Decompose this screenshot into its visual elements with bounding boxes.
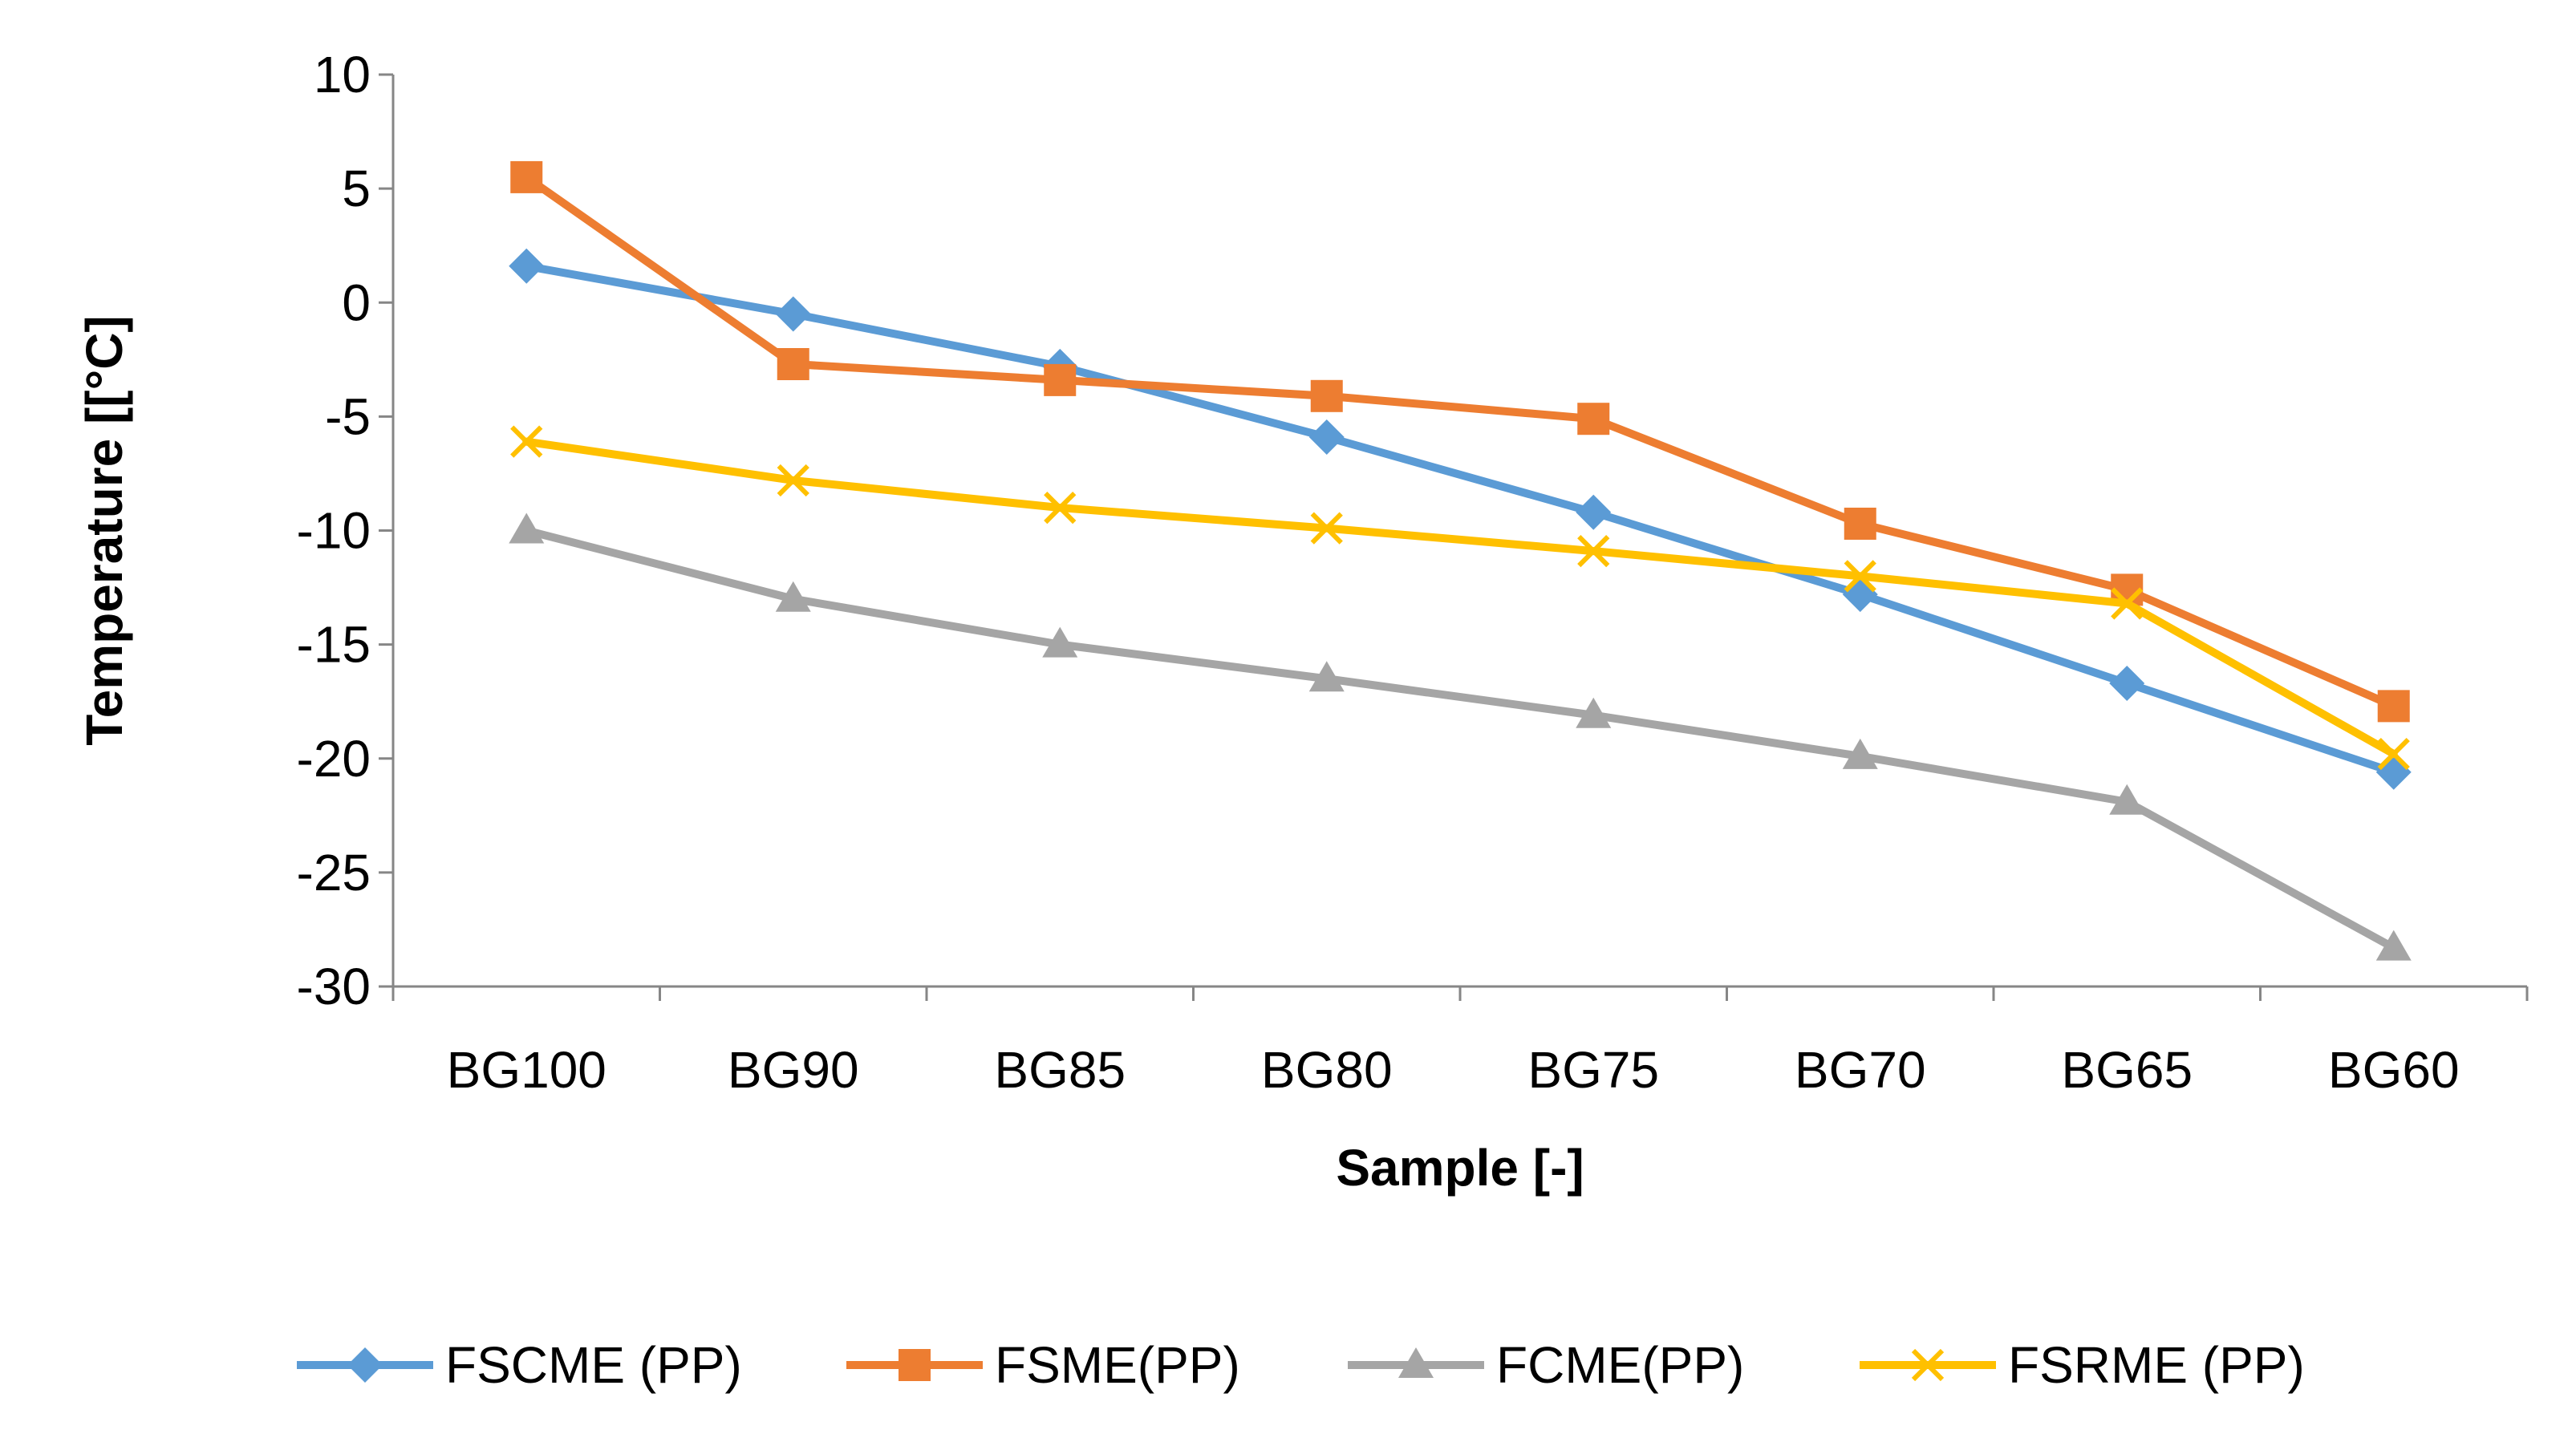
data-point-stroke <box>1310 512 1343 545</box>
data-point <box>2375 754 2412 790</box>
series-3 <box>509 512 2412 961</box>
legend-label: FSCME (PP) <box>445 1336 742 1394</box>
legend-marker <box>1398 1347 1434 1378</box>
y-tick-label: 5 <box>342 160 371 217</box>
legend-item: FSCME (PP) <box>297 1336 742 1394</box>
x-axis-ticks: BG100 BG90 BG85 BG80 BG75 BG70 BG65 BG60 <box>391 986 2529 1099</box>
data-point <box>775 581 811 612</box>
y-axis-title: Temperature [[°C] <box>75 315 133 745</box>
legend-marker <box>1911 1348 1945 1382</box>
data-point <box>1044 491 1077 525</box>
y-tick-label: -20 <box>297 730 371 788</box>
legend-marker-stroke <box>1911 1348 1945 1382</box>
data-point-stroke <box>777 464 809 497</box>
y-tick-label: 0 <box>342 273 371 331</box>
series-layer <box>509 160 2412 961</box>
x-tick-label: BG80 <box>1261 1041 1393 1099</box>
data-point <box>510 425 543 458</box>
data-point <box>1310 379 1343 412</box>
data-point <box>1844 560 1876 593</box>
data-point <box>2375 930 2412 961</box>
data-point <box>1842 577 1878 613</box>
data-point <box>510 160 543 193</box>
legend: FSCME (PP) FSME(PP) FCME(PP) FSRME (PP) <box>297 1336 2305 1394</box>
data-point-stroke <box>1844 560 1876 593</box>
data-point <box>1576 494 1612 530</box>
data-point <box>1308 661 1345 692</box>
x-tick-label: BG70 <box>1795 1041 1926 1099</box>
data-point <box>775 296 811 332</box>
series-line <box>522 172 2398 711</box>
x-tick-label: BG90 <box>728 1041 859 1099</box>
x-axis-title: Sample [-] <box>1336 1139 1584 1197</box>
data-point <box>509 512 545 544</box>
data-point <box>1577 403 1610 435</box>
legend-item: FCME(PP) <box>1348 1336 1744 1394</box>
data-point <box>509 248 545 284</box>
data-point <box>1044 363 1077 396</box>
data-point <box>2377 690 2410 723</box>
data-point <box>1842 738 1878 769</box>
y-axis-ticks: 10 5 0 -5 -10 -15 -20 -25 -30 <box>297 46 393 1015</box>
series-line <box>522 261 2398 776</box>
y-tick-label: -25 <box>297 844 371 901</box>
legend-label: FSRME (PP) <box>2008 1336 2305 1394</box>
data-point <box>1308 419 1345 455</box>
data-point-stroke <box>510 425 543 458</box>
series-line <box>522 437 2398 759</box>
x-tick-label: BG60 <box>2328 1041 2460 1099</box>
y-tick-label: -30 <box>297 958 371 1015</box>
data-point <box>1042 626 1078 658</box>
data-point <box>1577 534 1610 568</box>
legend-label: FSME(PP) <box>995 1336 1240 1394</box>
x-tick-label: BG65 <box>2061 1041 2193 1099</box>
series-1 <box>509 248 2412 790</box>
data-point <box>2109 665 2145 701</box>
y-tick-label: 10 <box>314 46 371 103</box>
data-point <box>1310 512 1343 545</box>
legend-item: FSME(PP) <box>846 1336 1240 1394</box>
legend-marker <box>899 1349 931 1381</box>
x-tick-label: BG75 <box>1527 1041 1659 1099</box>
data-point <box>777 347 809 380</box>
data-point-stroke <box>1577 534 1610 568</box>
series-line <box>522 526 2398 952</box>
data-point <box>777 464 809 497</box>
y-tick-label: -10 <box>297 502 371 560</box>
y-tick-label: -15 <box>297 616 371 674</box>
data-point <box>2109 784 2145 815</box>
legend-label: FCME(PP) <box>1496 1336 1744 1394</box>
series-4 <box>510 425 2410 771</box>
x-tick-label: BG100 <box>447 1041 606 1099</box>
data-point-stroke <box>2377 737 2410 771</box>
data-point <box>2377 737 2410 771</box>
data-point-stroke <box>2111 587 2144 620</box>
legend-marker <box>347 1347 383 1383</box>
data-point <box>1576 697 1612 728</box>
y-tick-label: -5 <box>325 387 371 445</box>
x-tick-label: BG85 <box>994 1041 1126 1099</box>
series-2 <box>510 160 2410 723</box>
data-point-stroke <box>1044 491 1077 525</box>
data-point <box>2111 587 2144 620</box>
data-point <box>1844 507 1876 540</box>
legend-item: FSRME (PP) <box>1860 1336 2305 1394</box>
